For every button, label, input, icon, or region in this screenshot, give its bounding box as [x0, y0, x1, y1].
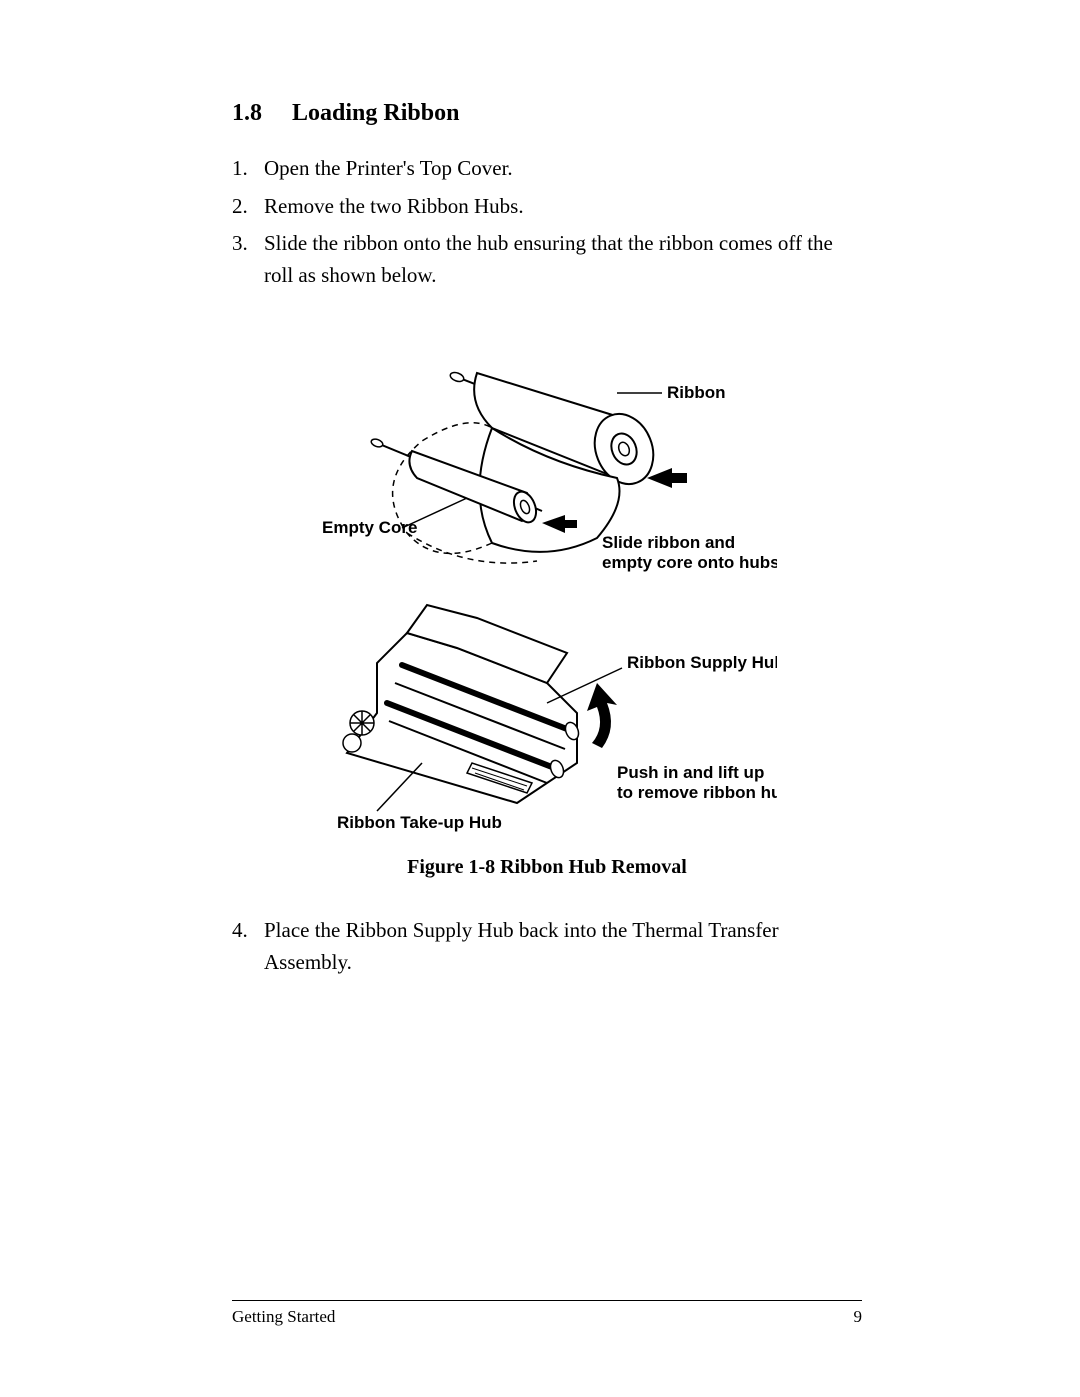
step-number: 1. [232, 153, 264, 185]
step-text: Remove the two Ribbon Hubs. [264, 191, 862, 223]
section-heading: 1.8Loading Ribbon [232, 100, 862, 127]
step-list: 1. Open the Printer's Top Cover. 2. Remo… [232, 153, 862, 291]
step-number: 4. [232, 915, 264, 978]
step-text: Slide the ribbon onto the hub ensuring t… [264, 228, 862, 291]
section-number: 1.8 [232, 100, 292, 127]
label-takeup-hub: Ribbon Take-up Hub [337, 813, 502, 832]
label-ribbon: Ribbon [667, 383, 726, 402]
footer-left: Getting Started [232, 1307, 335, 1327]
label-empty-core: Empty Core [322, 518, 417, 537]
label-slide-ribbon-l2: empty core onto hubs [602, 553, 777, 572]
page-content: 1.8Loading Ribbon 1. Open the Printer's … [232, 100, 862, 984]
section-title: Loading Ribbon [292, 100, 459, 126]
label-supply-hub: Ribbon Supply Hub [627, 653, 777, 672]
list-item: 3. Slide the ribbon onto the hub ensurin… [232, 228, 862, 291]
label-push-in-l2: to remove ribbon hubs [617, 783, 777, 802]
list-item: 1. Open the Printer's Top Cover. [232, 153, 862, 185]
list-item: 2. Remove the two Ribbon Hubs. [232, 191, 862, 223]
footer-page-number: 9 [854, 1307, 863, 1327]
step-number: 2. [232, 191, 264, 223]
label-push-in-l1: Push in and lift up [617, 763, 764, 782]
label-slide-ribbon-l1: Slide ribbon and [602, 533, 735, 552]
step-list-continued: 4. Place the Ribbon Supply Hub back into… [232, 915, 862, 978]
step-text: Place the Ribbon Supply Hub back into th… [264, 915, 862, 978]
figure-caption: Figure 1-8 Ribbon Hub Removal [232, 856, 862, 879]
list-item: 4. Place the Ribbon Supply Hub back into… [232, 915, 862, 978]
figure: Ribbon Empty Core Slide ribbon and empty… [232, 333, 862, 879]
figure-diagram: Ribbon Empty Core Slide ribbon and empty… [317, 333, 777, 833]
step-text: Open the Printer's Top Cover. [264, 153, 862, 185]
step-number: 3. [232, 228, 264, 291]
page-footer: Getting Started 9 [232, 1300, 862, 1327]
